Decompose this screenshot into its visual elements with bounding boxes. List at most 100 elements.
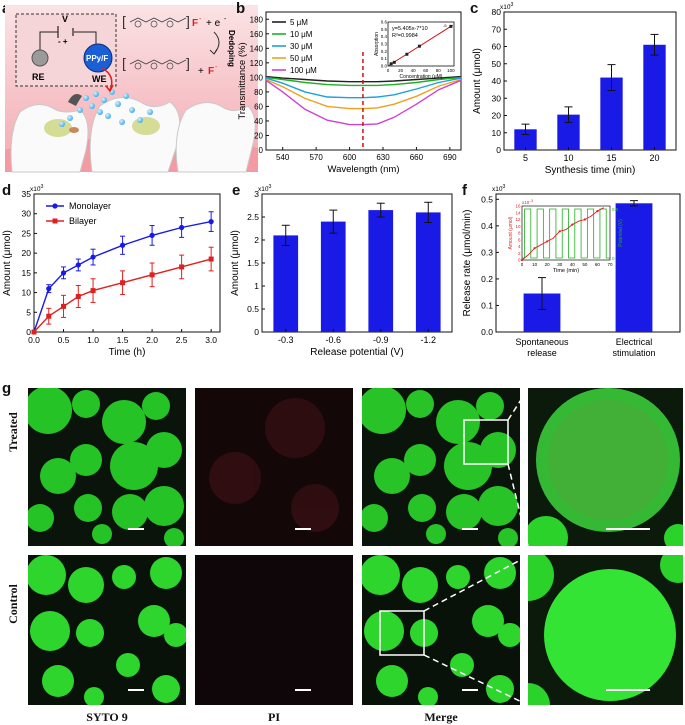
x-tick-label-line2-1: stimulation: [612, 348, 655, 358]
x-tick-label-0: 5: [523, 153, 528, 163]
y-tick-label: 15: [22, 268, 32, 278]
dedoping-label: Dedoping: [227, 30, 236, 67]
bar-1: [320, 221, 346, 332]
svg-text:- +: - +: [58, 37, 68, 46]
legend-label-3: 50 μM: [290, 54, 313, 63]
x-tick-label: 660: [410, 153, 424, 162]
legend-marker-0: [52, 203, 58, 209]
svg-text:-: -: [199, 16, 202, 23]
point-0-2: [60, 270, 67, 276]
y-tick-label: 160: [250, 30, 264, 39]
x-tick-label-1: -0.6: [325, 335, 341, 345]
micro-treated-syto9: [28, 388, 186, 546]
x-tick-label: 2.5: [176, 335, 188, 345]
inset-right-tick: 0: [612, 256, 615, 261]
svg-text:+: +: [198, 66, 204, 77]
inset-x-tick: 60: [595, 262, 601, 267]
x-tick-label-1: 10: [563, 153, 573, 163]
inset-x-tick: 60: [423, 68, 429, 73]
y-tick-label: 25: [22, 228, 32, 238]
inset-x-tick: 40: [411, 68, 417, 73]
inset-x-label: Concentration (μM): [400, 74, 443, 80]
micro-treated-merge: [362, 388, 520, 546]
inset-y-label-right: Potential (V): [618, 219, 624, 247]
point-0-7: [179, 224, 185, 231]
panel-label-c: c: [470, 0, 479, 17]
y-tick-label: 60: [254, 102, 263, 111]
x-tick-label-line2-0: release: [527, 348, 557, 358]
x-tick-label: 600: [343, 153, 357, 162]
bar-3: [643, 44, 666, 150]
y-tick-label: 20: [22, 248, 32, 258]
inset-y-tick: 10: [515, 224, 521, 229]
y-tick-label: 35: [22, 189, 32, 199]
y-axis-label: Amount (μmol): [2, 230, 13, 296]
inset-x-tick: 20: [545, 262, 551, 267]
y-tick-label: 30: [492, 93, 502, 103]
inset-x-tick: 50: [582, 262, 588, 267]
y-tick-label: 0.3: [481, 247, 493, 257]
point-0-8: [208, 219, 214, 225]
inset-x-tick: 40: [570, 262, 576, 267]
inset-point-4: [546, 240, 549, 243]
point-1-7: [179, 264, 185, 270]
y-tick-label: 0.1: [481, 300, 493, 310]
y-tick-label: 2.5: [247, 212, 259, 222]
inset-x-tick: 80: [436, 68, 442, 73]
legend-label-4: 100 μM: [290, 66, 317, 75]
svg-text:+ e: + e: [206, 18, 221, 29]
exponent-label: x10: [258, 186, 269, 193]
inset-y-tick: 0.0: [381, 64, 388, 69]
y-tick-label: 1.5: [247, 258, 259, 268]
y-axis-label: Release rate (μmol/min): [462, 210, 473, 317]
y-tick-label: 20: [254, 131, 263, 140]
bar-1: [557, 114, 580, 150]
y-tick-label: 0: [259, 146, 264, 155]
plot-frame: [495, 193, 681, 333]
x-tick-label: 1.5: [117, 335, 129, 345]
point-1-0: [31, 329, 37, 335]
legend-label-1: Bilayer: [69, 216, 97, 226]
x-tick-label: 0.0: [28, 335, 40, 345]
y-tick-label: 0: [26, 327, 31, 337]
inset-exponent: x10: [522, 200, 530, 205]
inset-y-tick: 16: [515, 204, 521, 209]
inset-point-0: [520, 258, 524, 262]
inset-y-tick: 6: [518, 237, 521, 242]
y-tick-label: 40: [492, 76, 502, 86]
teeth-illustration: [5, 94, 258, 173]
series-line-1: [265, 76, 462, 87]
point-1-5: [120, 280, 126, 286]
col-label-syto9: SYTO 9: [86, 710, 128, 724]
inset-point-2: [405, 52, 409, 56]
y-tick-label: 0.5: [247, 304, 259, 314]
inset-y-tick: 0.5: [381, 27, 388, 32]
legend-label-0: 5 μM: [290, 18, 308, 27]
svg-text:F: F: [192, 18, 198, 29]
reaction-scheme: [ ] F - + e - Dedoping [ ] + F -: [122, 13, 236, 77]
point-1-8: [208, 256, 214, 262]
legend-label-1: 10 μM: [290, 30, 313, 39]
bar-2: [368, 210, 394, 332]
inset-y-tick: 0.2: [381, 49, 388, 54]
exponent-sup: -3: [267, 184, 272, 190]
bar-3: [415, 212, 441, 332]
reference-electrode: [31, 49, 49, 67]
panel-label-f: f: [462, 182, 467, 199]
inset-y-tick: 14: [515, 210, 521, 215]
exponent-label: x10: [492, 186, 503, 193]
inset-x-tick: 0: [387, 68, 390, 73]
point-1-2: [61, 303, 67, 309]
panel-label-e: e: [232, 182, 241, 199]
inset-point-12: [596, 209, 599, 213]
y-tick-label: 50: [492, 59, 502, 69]
bar-0: [273, 235, 299, 332]
y-tick-label: 30: [22, 209, 32, 219]
exponent-label: x10: [30, 186, 41, 193]
micro-control-pi: [195, 555, 353, 705]
inset-point-8: [571, 223, 574, 226]
x-tick-label-2: 15: [606, 153, 616, 163]
plot-frame: [33, 193, 221, 333]
